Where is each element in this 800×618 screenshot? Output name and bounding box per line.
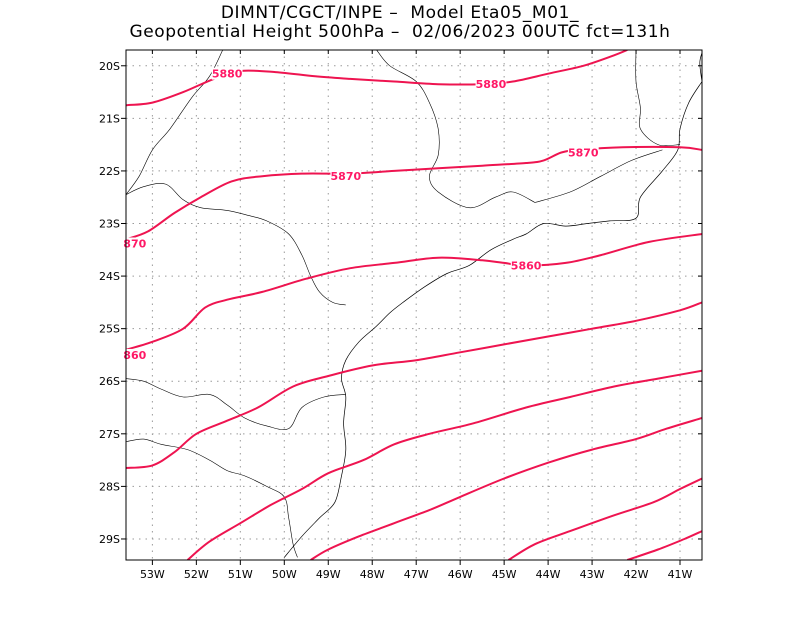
contour-label: 5870 [568, 147, 599, 160]
x-tick-label: 44W [536, 568, 561, 581]
contour-label: 5860 [511, 260, 542, 273]
height-contour [126, 50, 628, 107]
state-border [376, 50, 536, 209]
contour-labels: 5880 5880 5870 5870 870 5860 860 [122, 67, 599, 362]
y-tick-label: 28S [99, 480, 120, 493]
height-contour [310, 417, 702, 560]
height-contour [126, 301, 702, 469]
state-border [635, 50, 681, 147]
height-contour [626, 530, 702, 560]
y-tick-label: 26S [99, 375, 120, 388]
map-frame [125, 49, 703, 561]
state-border [126, 378, 346, 430]
contour-label: 860 [123, 349, 146, 362]
state-border [126, 183, 346, 306]
title-line-2: Geopotential Height 500hPa – 02/06/2023 … [129, 22, 671, 42]
y-tick-label: 27S [99, 428, 120, 441]
x-tick-label: 50W [272, 568, 297, 581]
map-background [126, 50, 702, 560]
height-contour [126, 233, 702, 351]
contour-label-bg [330, 170, 362, 183]
coastline [284, 52, 702, 558]
x-tick-label: 41W [668, 568, 693, 581]
x-tick-label: 49W [316, 568, 341, 581]
x-axis-ticks: 53W 52W 51W 50W 49W 48W 47W 46W 45W 44W 43W 42W 41W [140, 50, 693, 581]
contour-lines [126, 50, 702, 560]
y-axis-ticks: 20S 21S 22S 23S 24S 25S 26S 27S 28S 29S [99, 60, 702, 546]
state-border [534, 149, 663, 203]
height-contour [507, 477, 702, 560]
chart-title: DIMNT/CGCT/INPE – Model Eta05_M01_ Geopo… [0, 4, 800, 42]
contour-label-bg [567, 146, 599, 159]
x-tick-label: 47W [404, 568, 429, 581]
y-tick-label: 21S [99, 112, 120, 125]
contour-label: 5880 [476, 78, 507, 91]
y-tick-label: 23S [99, 218, 120, 231]
y-tick-label: 29S [99, 533, 120, 546]
x-tick-label: 42W [624, 568, 649, 581]
x-tick-label: 45W [492, 568, 517, 581]
height-contour [186, 369, 702, 560]
contour-label-bg [122, 348, 147, 361]
y-tick-label: 22S [99, 165, 120, 178]
contour-label: 5880 [212, 68, 243, 81]
y-tick-label: 25S [99, 323, 120, 336]
coastline-segment [699, 52, 702, 82]
contour-label: 5870 [331, 170, 362, 183]
x-tick-label: 51W [228, 568, 253, 581]
y-tick-label: 24S [99, 270, 120, 283]
state-border [126, 50, 223, 195]
state-border [126, 438, 298, 558]
x-tick-label: 52W [184, 568, 209, 581]
contour-label: 870 [123, 237, 146, 250]
coastline-segment [284, 81, 702, 558]
x-tick-label: 46W [448, 568, 473, 581]
contour-label-bg [510, 259, 542, 272]
x-tick-label: 53W [140, 568, 165, 581]
contour-label-bg [475, 78, 507, 91]
x-tick-label: 48W [360, 568, 385, 581]
contour-label-bg [211, 67, 243, 80]
contour-label-bg [122, 237, 147, 250]
grid-lines [126, 50, 702, 560]
x-tick-label: 43W [580, 568, 605, 581]
state-borders [126, 50, 681, 558]
y-tick-label: 20S [99, 60, 120, 73]
title-line-1: DIMNT/CGCT/INPE – Model Eta05_M01_ [220, 3, 580, 23]
